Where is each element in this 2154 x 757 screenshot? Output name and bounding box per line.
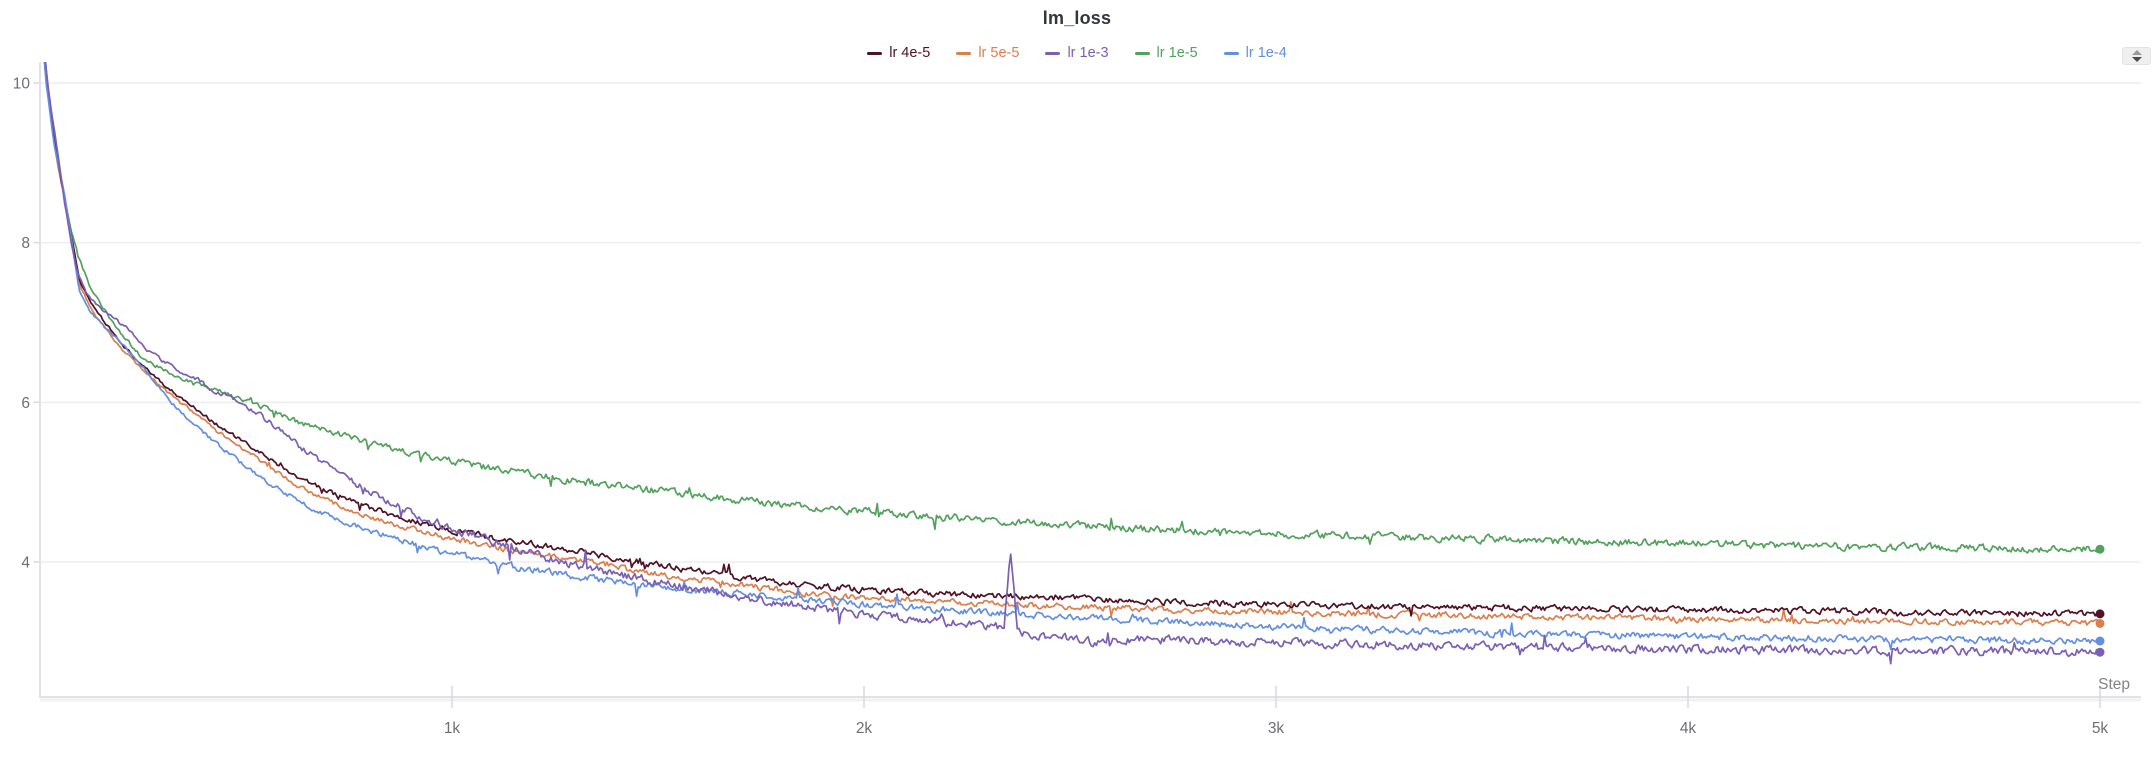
legend-item-lr-5e-5[interactable]: lr 5e-5 [956, 46, 1019, 61]
legend: lr 4e-5 lr 5e-5 lr 1e-3 lr 1e-5 lr 1e-4 [0, 46, 2154, 61]
x-tick-label: 1k [444, 720, 461, 737]
panel-stepper-button[interactable] [2122, 47, 2151, 65]
legend-label: lr 4e-5 [889, 45, 931, 61]
series-endpoint-lr-5e-5[interactable] [2095, 618, 2105, 628]
series-line-lr-4e-5[interactable] [40, 22, 2101, 618]
legend-label: lr 5e-5 [978, 45, 1020, 61]
series-endpoint-lr-1e-5[interactable] [2095, 544, 2105, 554]
y-tick-label: 6 [21, 395, 30, 412]
y-tick-label: 8 [21, 235, 30, 252]
x-axis-shadow [40, 698, 2141, 702]
y-tick-label: 10 [13, 76, 31, 93]
legend-label: lr 1e-3 [1067, 45, 1109, 61]
x-tick-label: 4k [1680, 720, 1697, 737]
x-tick-label: 2k [856, 720, 873, 737]
legend-item-lr-4e-5[interactable]: lr 4e-5 [867, 46, 930, 61]
series-endpoint-lr-1e-3[interactable] [2095, 647, 2105, 657]
series-line-lr-1e-3[interactable] [40, 22, 2101, 665]
legend-swatch [1045, 51, 1061, 55]
series-line-lr-5e-5[interactable] [40, 22, 2101, 627]
legend-swatch [956, 51, 972, 55]
legend-label: lr 1e-4 [1245, 45, 1287, 61]
legend-swatch [1134, 51, 1150, 55]
legend-label: lr 1e-5 [1156, 45, 1198, 61]
x-tick-label: 3k [1268, 720, 1285, 737]
series-endpoint-lr-1e-4[interactable] [2095, 636, 2105, 646]
series-line-lr-1e-5[interactable] [40, 22, 2100, 554]
legend-item-lr-1e-4[interactable]: lr 1e-4 [1223, 45, 1287, 61]
legend-item-lr-1e-3[interactable]: lr 1e-3 [1045, 45, 1109, 61]
legend-swatch [1223, 51, 1239, 55]
legend-swatch [867, 51, 883, 55]
legend-item-lr-1e-5[interactable]: lr 1e-5 [1134, 45, 1198, 61]
y-tick-label: 4 [21, 554, 30, 571]
x-tick-label: 5k [2092, 720, 2109, 737]
chart-title: lm_loss [1042, 8, 1112, 28]
x-axis-title: Step [2098, 676, 2130, 693]
series-endpoint-lr-4e-5[interactable] [2095, 609, 2105, 619]
chevron-down-icon [2131, 57, 2142, 62]
chevron-up-icon [2131, 50, 2142, 55]
series-line-lr-1e-4[interactable] [40, 22, 2101, 651]
